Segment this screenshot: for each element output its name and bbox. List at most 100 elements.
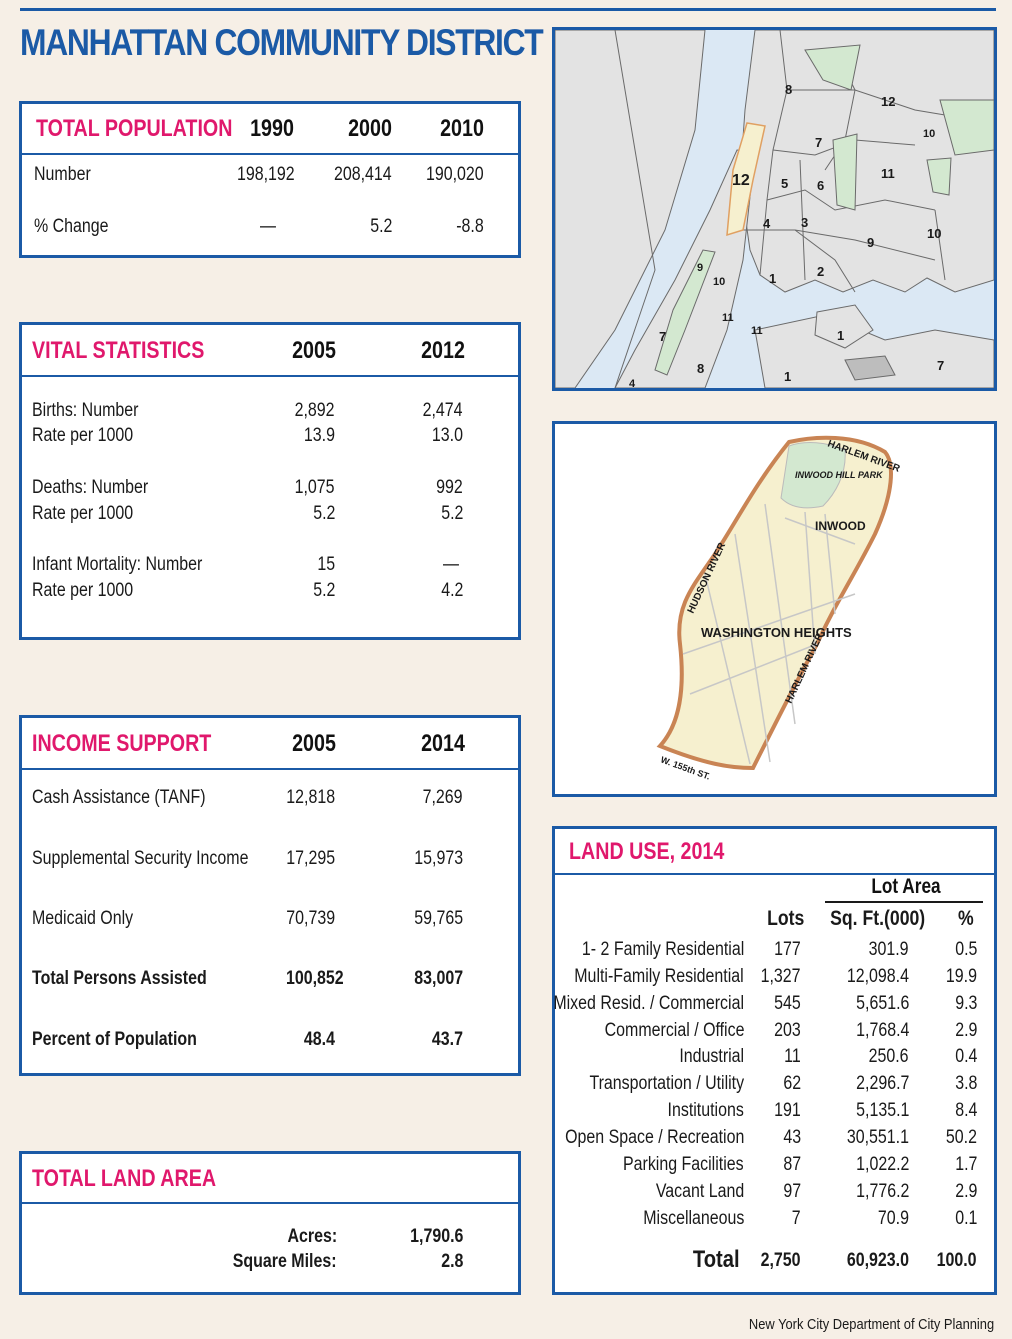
row-label: % Change: [34, 216, 109, 237]
cell-value: 12,818: [286, 787, 335, 808]
year-header: 1990: [250, 115, 294, 142]
row-label: Deaths: Number: [32, 477, 149, 498]
map-label: 1: [769, 271, 776, 286]
panel-header: VITAL STATISTICS 2005 2012: [22, 325, 518, 377]
income-support-panel: INCOME SUPPORT 2005 2014 Cash Assistance…: [19, 715, 521, 1076]
panel-title: INCOME SUPPORT: [32, 730, 212, 757]
cell-value: 83,007: [414, 968, 463, 989]
cell-value: 19.9: [945, 966, 977, 987]
cell-value: —: [443, 554, 459, 575]
total-land-area-panel: TOTAL LAND AREA Acres: 1,790.6 Square Mi…: [19, 1151, 521, 1295]
cell-value: 1,776.2: [855, 1181, 909, 1202]
map-label: 4: [763, 216, 771, 231]
row-label: Institutions: [667, 1100, 744, 1121]
cell-value: 8.4: [954, 1100, 977, 1121]
top-rule: [20, 8, 996, 11]
cell-value: 50.2: [945, 1127, 977, 1148]
map-label: 9: [697, 262, 703, 274]
total-value: 100.0: [937, 1250, 977, 1271]
map-label: 1: [837, 328, 844, 343]
row-label: Mixed Resid. / Commercial: [553, 993, 744, 1014]
cell-value: 43: [783, 1127, 801, 1148]
cell-value: 2.8: [440, 1251, 463, 1272]
cell-value: 30,551.1: [846, 1127, 909, 1148]
row-label: Industrial: [679, 1046, 744, 1067]
map-label: 7: [937, 358, 944, 373]
row-label: Total Persons Assisted: [32, 968, 207, 989]
map-label: 11: [751, 325, 763, 337]
cell-value: 208,414: [334, 164, 392, 185]
map-label: 12: [881, 94, 895, 109]
map-label: 8: [785, 82, 792, 97]
panel-header: TOTAL POPULATION 1990 2000 2010: [22, 104, 518, 155]
cell-value: 198,192: [237, 164, 295, 185]
panel-title: TOTAL POPULATION: [36, 115, 233, 142]
district-map: HARLEM RIVER INWOOD HILL PARK INWOOD HUD…: [552, 421, 997, 797]
cell-value: 2,296.7: [855, 1073, 909, 1094]
year-header: 2012: [421, 337, 465, 364]
cell-value: 15,973: [414, 848, 463, 869]
overview-map-labels: 8 12 7 10 12 5 6 11 4 3 9 10 9 10 1 2 11…: [629, 82, 944, 388]
cell-value: 100,852: [286, 968, 344, 989]
row-label: Cash Assistance (TANF): [32, 787, 206, 808]
page-title: MANHATTAN COMMUNITY DISTRICT 12: [20, 22, 584, 63]
cell-value: 7,269: [423, 787, 463, 808]
panel-title: TOTAL LAND AREA: [32, 1165, 217, 1192]
row-label: Multi-Family Residential: [574, 966, 744, 987]
cell-value: 13.9: [303, 425, 335, 446]
district-map-graphic: HARLEM RIVER INWOOD HILL PARK INWOOD HUD…: [656, 435, 902, 782]
row-label: Infant Mortality: Number: [32, 554, 203, 575]
cell-value: 5,651.6: [855, 993, 909, 1014]
year-header: 2005: [292, 337, 336, 364]
row-label: Rate per 1000: [32, 425, 134, 446]
row-label: Rate per 1000: [32, 503, 134, 524]
row-label: Vacant Land: [655, 1181, 744, 1202]
cell-value: 2,892: [295, 400, 335, 421]
map-label: 7: [659, 329, 666, 344]
map-label: 11: [881, 166, 895, 181]
row-label: Square Miles:: [233, 1251, 337, 1272]
cell-value: 2.9: [954, 1181, 977, 1202]
cell-value: 5.2: [369, 216, 392, 237]
row-label: Rate per 1000: [32, 580, 134, 601]
map-label: 3: [801, 215, 808, 230]
cell-value: 203: [774, 1020, 801, 1041]
map-label: 5: [781, 176, 788, 191]
cell-value: 97: [783, 1181, 801, 1202]
row-label: Percent of Population: [32, 1029, 197, 1050]
cell-value: 5,135.1: [855, 1100, 909, 1121]
year-header: 2010: [440, 115, 484, 142]
cell-value: —: [260, 216, 276, 237]
cell-value: 992: [436, 477, 463, 498]
map-label: 9: [867, 235, 874, 250]
column-header: Lots: [766, 907, 804, 930]
cell-value: 48.4: [303, 1029, 335, 1050]
cell-value: 190,020: [426, 164, 484, 185]
cell-value: 0.1: [954, 1208, 977, 1229]
map-label: 1: [784, 369, 791, 384]
cell-value: 17,295: [286, 848, 335, 869]
map-label: 10: [927, 226, 941, 241]
cell-value: 5.2: [312, 580, 335, 601]
panel-header: LAND USE, 2014: [555, 829, 994, 875]
cell-value: 301.9: [869, 939, 909, 960]
cell-value: 250.6: [869, 1046, 909, 1067]
cell-value: 62: [783, 1073, 801, 1094]
cell-value: 5.2: [312, 503, 335, 524]
row-label: Births: Number: [32, 400, 139, 421]
row-label: Miscellaneous: [642, 1208, 744, 1229]
year-header: 2005: [292, 730, 336, 757]
map-label: 2: [817, 264, 824, 279]
cell-value: 7: [792, 1208, 801, 1229]
map-label: 12: [732, 172, 750, 189]
cell-value: 70.9: [877, 1208, 909, 1229]
cell-value: -8.8: [456, 216, 484, 237]
cell-value: 177: [774, 939, 801, 960]
row-label: Open Space / Recreation: [564, 1127, 744, 1148]
row-label: Medicaid Only: [32, 908, 134, 929]
group-rule: [825, 901, 983, 903]
cell-value: 87: [783, 1154, 801, 1175]
overview-map: 8 12 7 10 12 5 6 11 4 3 9 10 9 10 1 2 11…: [552, 27, 997, 391]
year-header: 2014: [421, 730, 465, 757]
cell-value: 12,098.4: [846, 966, 909, 987]
